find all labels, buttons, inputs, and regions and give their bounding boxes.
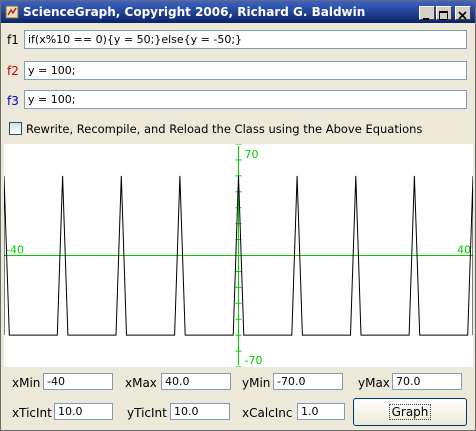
f1-label: f1 [7, 33, 19, 47]
graph-button-label: Graph [388, 404, 432, 420]
xmin-input[interactable]: -40 [43, 373, 113, 390]
xmin-label: xMin [12, 376, 41, 390]
yticint-label: yTicInt [127, 406, 167, 420]
close-button[interactable] [455, 6, 471, 20]
minimize-icon [423, 18, 429, 20]
xmax-label: xMax [125, 376, 157, 390]
rewrite-checkbox-label: Rewrite, Recompile, and Reload the Class… [26, 122, 423, 136]
xcalcinc-label: xCalcInc [242, 406, 293, 420]
xticint-label: xTicInt [12, 406, 52, 420]
y-min-axis-label: -70 [245, 354, 263, 367]
f2-label: f2 [7, 64, 19, 78]
y-max-axis-label: 70 [245, 148, 259, 161]
x-min-axis-label: -40 [6, 244, 24, 257]
minimize-button[interactable] [419, 6, 435, 20]
ymax-input[interactable]: 70.0 [392, 373, 462, 390]
xcalcinc-input[interactable]: 1.0 [297, 403, 345, 420]
maximize-icon [439, 11, 448, 20]
maximize-button[interactable] [436, 6, 452, 20]
f2-equation-input[interactable]: y = 100; [24, 61, 467, 80]
graph-canvas: -40 40 70 -70 [3, 143, 474, 368]
f3-label: f3 [7, 94, 19, 108]
close-icon [458, 11, 467, 20]
rewrite-checkbox[interactable] [9, 122, 22, 135]
f1-equation-input[interactable]: if(x%10 == 0){y = 50;}else{y = -50;} [24, 30, 467, 49]
ymin-input[interactable]: -70.0 [273, 373, 343, 390]
f3-equation-input[interactable]: y = 100; [24, 90, 467, 109]
window-title: ScienceGraph, Copyright 2006, Richard G.… [23, 5, 366, 19]
app-icon[interactable] [5, 5, 19, 19]
xmax-input[interactable]: 40.0 [161, 373, 231, 390]
f1-curve [3, 175, 474, 336]
graph-button[interactable]: Graph [353, 398, 467, 426]
x-max-axis-label: 40 [457, 244, 471, 257]
title-bar[interactable]: ScienceGraph, Copyright 2006, Richard G.… [1, 1, 475, 23]
graph-plot: -40 40 70 -70 [3, 143, 474, 368]
ymin-label: yMin [242, 376, 271, 390]
ymax-label: yMax [358, 376, 390, 390]
xticint-input[interactable]: 10.0 [54, 403, 113, 420]
yticint-input[interactable]: 10.0 [170, 403, 230, 420]
